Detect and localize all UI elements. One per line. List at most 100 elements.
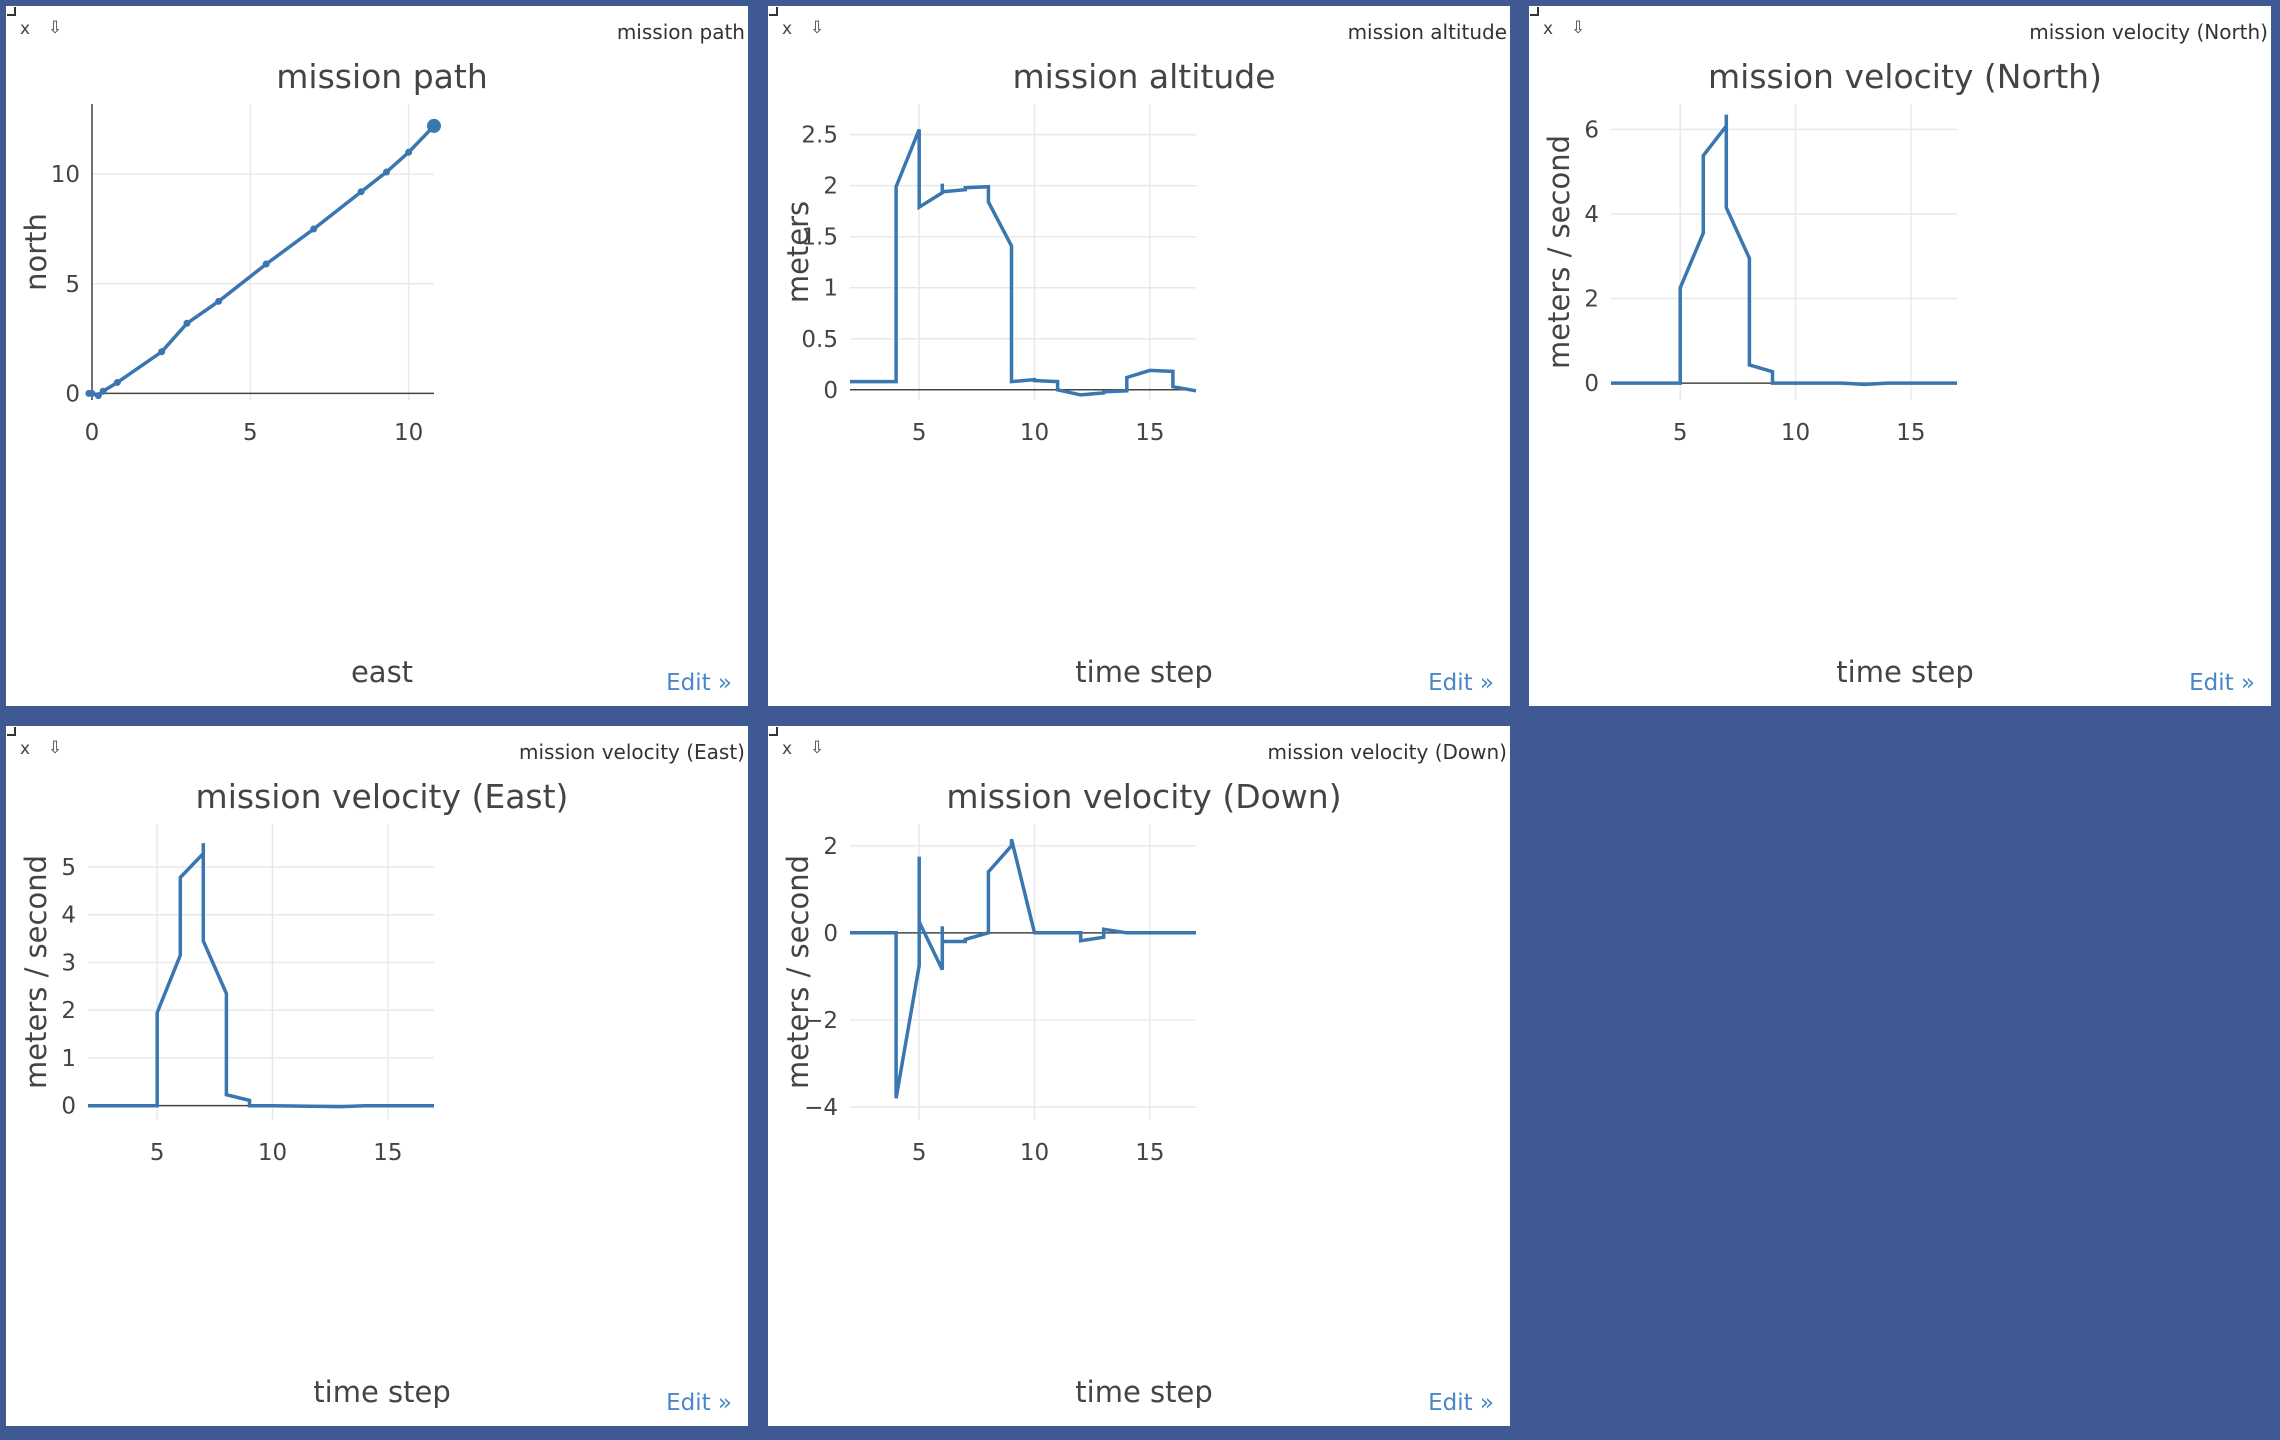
pop-out-icon[interactable]: ⇩ — [810, 18, 825, 38]
y-tick-label: 5 — [65, 272, 80, 298]
edit-link[interactable]: Edit » — [666, 1390, 732, 1416]
y-tick-label: 1 — [823, 276, 838, 302]
chart-mission-path: 0 5 10 0 5 10 mission path east north — [19, 57, 488, 689]
data-point — [383, 168, 390, 176]
y-axis-label: meters / second — [1542, 135, 1576, 369]
chart-mission-velocity-north: 5 10 15 0 2 4 6 mission velocity (North) time st… — [1542, 57, 2102, 689]
y-tick-label: 1 — [61, 1046, 76, 1072]
resize-handle-icon[interactable] — [6, 6, 16, 16]
y-axis-label: north — [19, 213, 53, 291]
y-axis-label: meters — [781, 201, 815, 303]
close-panel-button[interactable]: x — [20, 739, 31, 759]
pop-out-icon[interactable]: ⇩ — [48, 18, 63, 38]
y-tick-label: 2.5 — [801, 123, 838, 149]
x-tick-label: 15 — [373, 1140, 402, 1166]
edit-link[interactable]: Edit » — [1428, 1390, 1494, 1416]
panel-mission-velocity-down: x ⇩ mission velocity (Down) 5 10 15 −4 −2 0 2 m… — [768, 726, 1510, 1426]
y-tick-label: 0 — [823, 921, 838, 947]
chart-title: mission velocity (East) — [196, 777, 569, 816]
close-panel-button[interactable]: x — [782, 19, 793, 39]
y-tick-label: −2 — [804, 1008, 838, 1034]
x-tick-label: 5 — [912, 1140, 927, 1166]
x-tick-label: 15 — [1135, 420, 1164, 446]
resize-handle-icon[interactable] — [768, 726, 778, 736]
y-axis-label: meters / second — [19, 855, 53, 1089]
y-tick-label: 2 — [61, 998, 76, 1024]
y-tick-label: 4 — [61, 903, 76, 929]
panel-name: mission velocity (North) — [2029, 20, 2268, 44]
y-tick-label: 2 — [1584, 287, 1599, 313]
close-panel-button[interactable]: x — [20, 19, 31, 39]
data-point — [158, 348, 166, 356]
panel-mission-velocity-north: x ⇩ mission velocity (North) 5 10 15 0 2 4 6 mi… — [1529, 6, 2271, 706]
x-tick-label: 5 — [1673, 420, 1688, 446]
chart-mission-velocity-east: 5 10 15 0 1 2 3 4 5 mission velocity (East) time s… — [19, 777, 569, 1409]
data-point — [310, 225, 318, 233]
resize-handle-icon[interactable] — [768, 6, 778, 16]
y-tick-label: 0.5 — [801, 327, 838, 353]
pop-out-icon[interactable]: ⇩ — [810, 738, 825, 758]
panel-mission-velocity-east: x ⇩ mission velocity (East) 5 10 15 0 1 2 3 4 5 m… — [6, 726, 748, 1426]
panel-name: mission altitude — [1347, 20, 1507, 44]
x-tick-label: 10 — [1020, 420, 1049, 446]
x-tick-label: 15 — [1896, 420, 1925, 446]
x-tick-label: 15 — [1135, 1140, 1164, 1166]
series-line — [850, 128, 1197, 397]
y-tick-label: 6 — [1584, 117, 1599, 143]
x-tick-label: 5 — [150, 1140, 165, 1166]
pop-out-icon[interactable]: ⇩ — [48, 738, 63, 758]
data-point — [88, 389, 96, 397]
y-tick-label: 0 — [61, 1094, 76, 1120]
x-tick-label: 5 — [243, 420, 258, 446]
y-tick-label: 2 — [823, 834, 838, 860]
panel-name: mission velocity (Down) — [1267, 740, 1507, 764]
y-tick-label: 0 — [1584, 371, 1599, 397]
series-line — [1611, 114, 1957, 387]
data-point — [183, 319, 191, 327]
pop-out-icon[interactable]: ⇩ — [1571, 18, 1586, 38]
edit-link[interactable]: Edit » — [666, 670, 732, 696]
edit-link[interactable]: Edit » — [1428, 670, 1494, 696]
x-axis-label: east — [351, 655, 413, 689]
series-line — [88, 124, 436, 398]
chart-title: mission altitude — [1012, 57, 1275, 96]
data-point — [427, 118, 441, 133]
chart-mission-altitude: 5 10 15 0 0.5 1 1.5 2 2.5 mission altitude time st… — [781, 57, 1276, 689]
x-axis-label: time step — [1075, 1375, 1212, 1409]
y-tick-label: −4 — [804, 1095, 838, 1121]
y-tick-label: 10 — [51, 162, 80, 188]
data-point — [262, 260, 270, 268]
y-tick-label: 0 — [823, 378, 838, 404]
close-panel-button[interactable]: x — [782, 739, 793, 759]
chart-title: mission velocity (Down) — [946, 777, 1341, 816]
panel-mission-path: x ⇩ mission path 0 5 10 0 5 10 mission path eas… — [6, 6, 748, 706]
data-point — [357, 188, 365, 196]
x-tick-label: 10 — [394, 420, 423, 446]
y-axis-label: meters / second — [781, 855, 815, 1089]
resize-handle-icon[interactable] — [1529, 6, 1539, 16]
data-point — [94, 392, 102, 400]
data-point — [99, 387, 107, 395]
y-tick-label: 5 — [61, 855, 76, 881]
edit-link[interactable]: Edit » — [2189, 670, 2255, 696]
x-tick-label: 5 — [912, 420, 927, 446]
data-point — [113, 378, 121, 386]
x-tick-label: 0 — [85, 420, 100, 446]
y-tick-label: 4 — [1584, 202, 1599, 228]
x-tick-label: 10 — [1781, 420, 1810, 446]
panel-name: mission velocity (East) — [519, 740, 745, 764]
series-line — [88, 843, 434, 1109]
chart-title: mission path — [276, 57, 488, 96]
close-panel-button[interactable]: x — [1543, 19, 1554, 39]
resize-handle-icon[interactable] — [6, 726, 16, 736]
x-tick-label: 10 — [1020, 1140, 1049, 1166]
panel-name: mission path — [616, 20, 745, 44]
y-tick-label: 2 — [823, 174, 838, 200]
y-tick-label: 0 — [65, 381, 80, 407]
chart-title: mission velocity (North) — [1708, 57, 2102, 96]
x-axis-label: time step — [1075, 655, 1212, 689]
data-point — [215, 297, 223, 305]
series-line — [850, 838, 1196, 1099]
panel-mission-altitude: x ⇩ mission altitude 5 10 15 0 0.5 1 1.5 2 2.5 mi… — [768, 6, 1510, 706]
x-axis-label: time step — [313, 1375, 450, 1409]
